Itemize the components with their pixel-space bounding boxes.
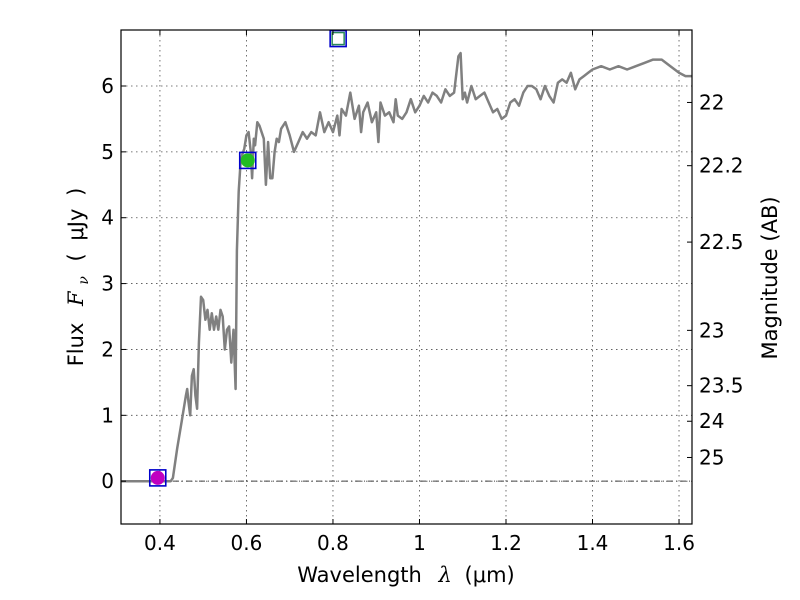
y-axis-title-unit: μJy [64, 209, 88, 241]
y-ticks: 0 1 2 3 4 5 6 [101, 74, 126, 493]
plot-frame [120, 29, 693, 525]
y-tick-label: 4 [101, 206, 114, 230]
right-tick-label: 23.5 [699, 374, 744, 398]
x-axis-title-prefix: Wavelength [297, 563, 422, 587]
y-tick-label: 5 [101, 140, 114, 164]
y-axis-title-prefix: Flux [64, 323, 88, 367]
x-tick-label: 1.2 [490, 531, 522, 555]
right-tick-label: 25 [699, 445, 724, 469]
x-tick-label: 0.6 [231, 531, 263, 555]
x-axis-title-unit: (μm) [465, 563, 515, 587]
x-tick-label: 0.8 [317, 531, 349, 555]
y-axis-title-open: ( [64, 253, 88, 261]
photometry-box [238, 151, 257, 170]
y-axis-title-subscript: ν [76, 276, 92, 285]
right-tick-label: 23 [699, 318, 724, 342]
y-tick-label: 1 [101, 403, 114, 427]
spectrum-line [121, 51, 692, 483]
grid-lines [121, 30, 692, 524]
x-ticks: 0.4 0.6 0.8 1 1.2 1.4 1.6 [144, 30, 695, 555]
x-axis-title-symbol: λ [438, 563, 452, 587]
y-axis-title: Flux F ν ( μJy ) [64, 188, 93, 367]
y-axis-title-close: ) [64, 188, 88, 196]
x-tick-label: 1 [413, 531, 426, 555]
x-tick-label: 0.4 [144, 531, 176, 555]
right-ticks: 22 22.2 22.5 23 23.5 24 25 [687, 90, 744, 469]
right-tick-label: 22 [699, 90, 724, 114]
right-tick-label: 24 [699, 409, 724, 433]
right-tick-label: 22.5 [699, 230, 744, 254]
spectrum-series [121, 51, 692, 483]
photometry-points [148, 30, 347, 487]
photometry-point [240, 153, 255, 168]
y-axis-title-symbol: F [64, 290, 88, 307]
x-tick-label: 1.6 [663, 531, 695, 555]
x-tick-label: 1.4 [577, 531, 609, 555]
y-tick-label: 0 [101, 469, 114, 493]
right-tick-label: 22.2 [699, 154, 744, 178]
photometry-point [150, 470, 165, 485]
y-tick-label: 6 [101, 74, 114, 98]
y-tick-label: 3 [101, 272, 114, 296]
y-tick-label: 2 [101, 337, 114, 361]
right-axis-title: Magnitude (AB) [758, 196, 782, 359]
x-axis-title: Wavelength λ (μm) [297, 563, 514, 587]
photometry-box [148, 469, 167, 487]
photometry-point [331, 31, 345, 46]
